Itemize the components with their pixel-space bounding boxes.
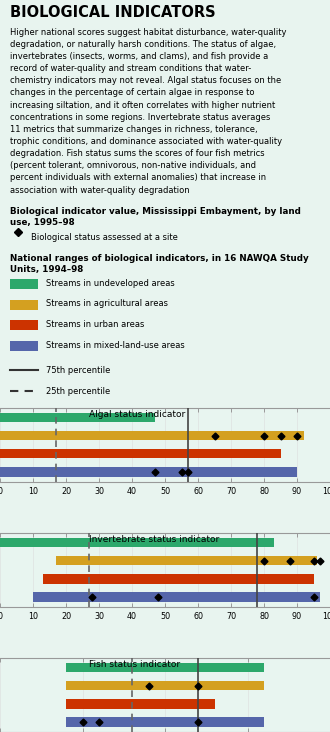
Bar (43, 574, 313, 583)
Text: Invertebrate status indicator: Invertebrate status indicator (89, 535, 219, 544)
Text: National ranges of biological indicators, in 16 NAWQA Study
Units, 1994–98: National ranges of biological indicators… (10, 254, 309, 274)
Bar (66, 681, 264, 690)
Text: invertebrates (insects, worms, and clams), and fish provide a: invertebrates (insects, worms, and clams… (10, 52, 268, 61)
Text: 25th percentile: 25th percentile (46, 386, 111, 395)
Bar (10, 321, 38, 330)
Text: BIOLOGICAL INDICATORS: BIOLOGICAL INDICATORS (10, 5, 215, 20)
Text: trophic conditions, and dominance associated with water-quality: trophic conditions, and dominance associ… (10, 137, 282, 146)
Bar (0, 431, 304, 441)
Text: record of water-quality and stream conditions that water-: record of water-quality and stream condi… (10, 64, 251, 73)
Bar (10, 341, 38, 351)
Bar (0, 538, 274, 548)
Text: Streams in urban areas: Streams in urban areas (46, 320, 145, 329)
Bar (56, 556, 317, 565)
Bar (33, 592, 320, 602)
Text: chemistry indicators may not reveal. Algal status focuses on the: chemistry indicators may not reveal. Alg… (10, 76, 281, 86)
Bar (10, 299, 38, 310)
Text: increasing siltation, and it often correlates with higher nutrient: increasing siltation, and it often corre… (10, 100, 275, 110)
Text: Streams in agricultural areas: Streams in agricultural areas (46, 299, 168, 308)
Text: degradation, or naturally harsh conditions. The status of algae,: degradation, or naturally harsh conditio… (10, 40, 276, 49)
Text: Higher national scores suggest habitat disturbance, water-quality: Higher national scores suggest habitat d… (10, 28, 286, 37)
Text: association with water-quality degradation: association with water-quality degradati… (10, 185, 189, 195)
Text: percent individuals with external anomalies) that increase in: percent individuals with external anomal… (10, 173, 266, 182)
Text: 11 metrics that summarize changes in richness, tolerance,: 11 metrics that summarize changes in ric… (10, 125, 257, 134)
Bar (66, 663, 264, 673)
Text: concentrations in some regions. Invertebrate status averages: concentrations in some regions. Inverteb… (10, 113, 270, 122)
Text: (percent tolerant, omnivorous, non-native individuals, and: (percent tolerant, omnivorous, non-nativ… (10, 161, 256, 171)
Text: Algal status indicator: Algal status indicator (89, 410, 185, 419)
Bar (66, 699, 214, 709)
Text: Fish status indicator: Fish status indicator (89, 660, 180, 669)
Text: Biological status assessed at a site: Biological status assessed at a site (31, 233, 178, 242)
Bar (0, 449, 280, 458)
Text: Streams in undeveloped areas: Streams in undeveloped areas (46, 279, 175, 288)
Text: degradation. Fish status sums the scores of four fish metrics: degradation. Fish status sums the scores… (10, 149, 265, 158)
Bar (66, 717, 264, 727)
Text: Biological indicator value, Mississippi Embayment, by land
use, 1995–98: Biological indicator value, Mississippi … (10, 206, 301, 228)
Text: 75th percentile: 75th percentile (46, 366, 111, 375)
Bar (10, 279, 38, 289)
Bar (0, 467, 297, 477)
Text: Streams in mixed-land-use areas: Streams in mixed-land-use areas (46, 341, 185, 350)
Text: changes in the percentage of certain algae in response to: changes in the percentage of certain alg… (10, 89, 254, 97)
Bar (0, 413, 155, 422)
